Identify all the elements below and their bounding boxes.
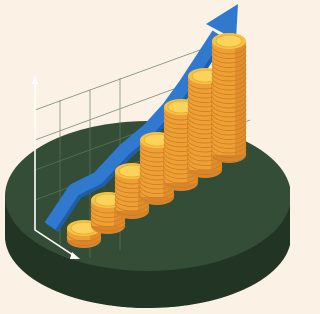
page: (() => { const g = document.getElementBy…: [0, 0, 320, 314]
illustration: [0, 0, 290, 314]
coin-face: [216, 35, 242, 47]
